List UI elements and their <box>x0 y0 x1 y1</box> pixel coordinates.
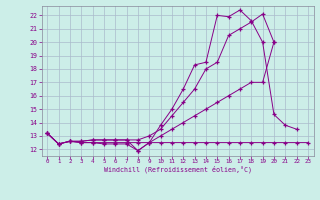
X-axis label: Windchill (Refroidissement éolien,°C): Windchill (Refroidissement éolien,°C) <box>104 166 252 173</box>
